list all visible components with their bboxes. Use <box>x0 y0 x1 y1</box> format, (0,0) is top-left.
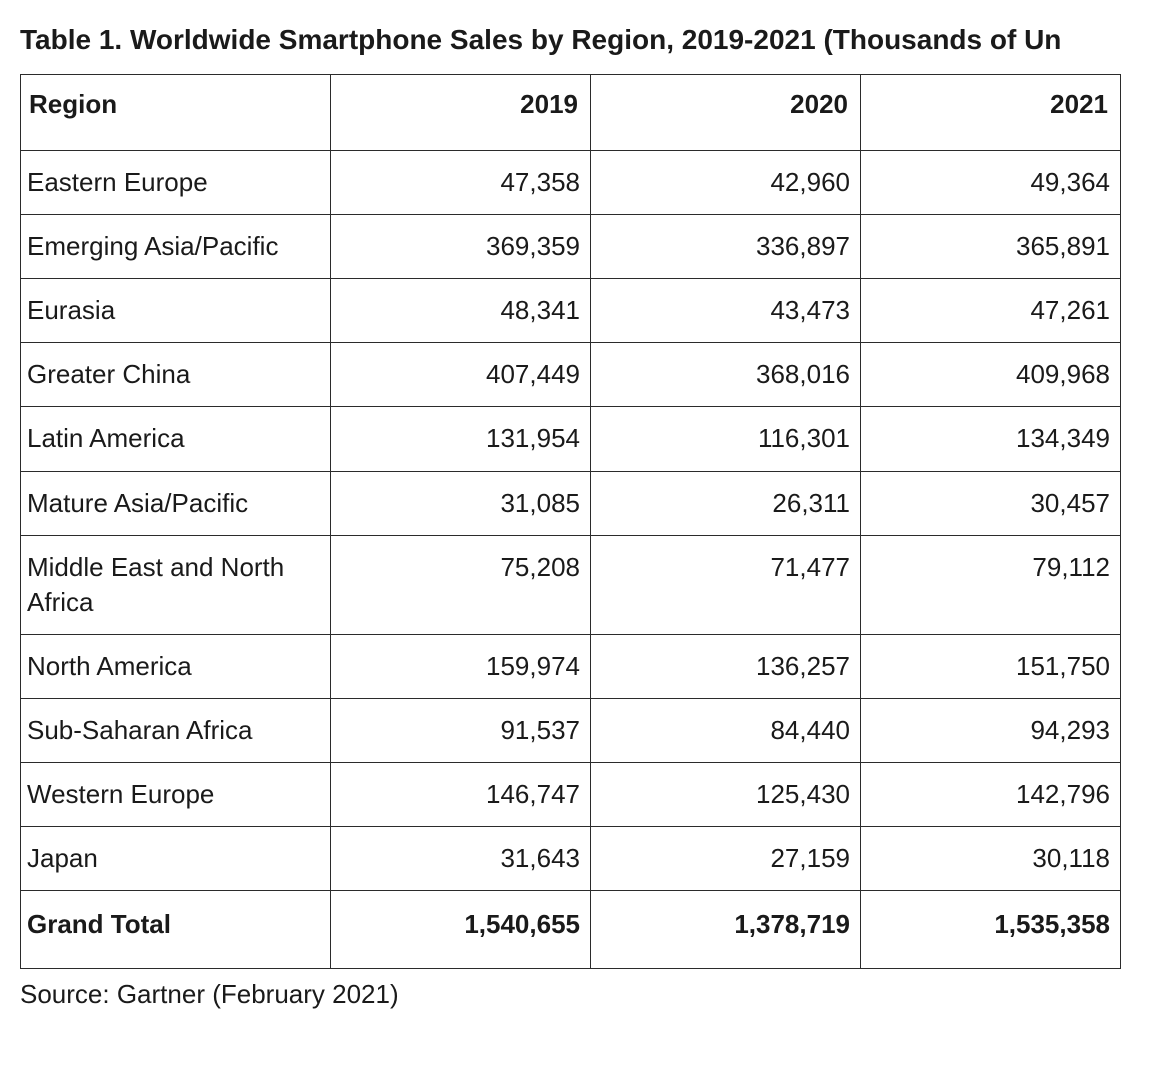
cell-value: 31,085 <box>331 471 591 535</box>
table-row: Sub-Saharan Africa 91,537 84,440 94,293 <box>21 698 1121 762</box>
cell-value: 368,016 <box>591 343 861 407</box>
cell-value: 131,954 <box>331 407 591 471</box>
cell-value: 49,364 <box>861 151 1121 215</box>
table-row: Japan 31,643 27,159 30,118 <box>21 827 1121 891</box>
cell-region: Greater China <box>21 343 331 407</box>
cell-value: 91,537 <box>331 698 591 762</box>
cell-grand-total-value: 1,535,358 <box>861 891 1121 969</box>
cell-region: Middle East and North Africa <box>21 535 331 634</box>
cell-value: 30,118 <box>861 827 1121 891</box>
cell-region: Eurasia <box>21 279 331 343</box>
table-row: Emerging Asia/Pacific 369,359 336,897 36… <box>21 215 1121 279</box>
cell-grand-total-label: Grand Total <box>21 891 331 969</box>
cell-value: 365,891 <box>861 215 1121 279</box>
cell-region: Western Europe <box>21 763 331 827</box>
cell-value: 146,747 <box>331 763 591 827</box>
cell-grand-total-value: 1,540,655 <box>331 891 591 969</box>
col-header-region: Region <box>21 75 331 151</box>
cell-value: 116,301 <box>591 407 861 471</box>
cell-region: Japan <box>21 827 331 891</box>
table-total-row: Grand Total 1,540,655 1,378,719 1,535,35… <box>21 891 1121 969</box>
table-row: North America 159,974 136,257 151,750 <box>21 634 1121 698</box>
table-row: Greater China 407,449 368,016 409,968 <box>21 343 1121 407</box>
cell-value: 136,257 <box>591 634 861 698</box>
cell-grand-total-value: 1,378,719 <box>591 891 861 969</box>
cell-value: 409,968 <box>861 343 1121 407</box>
cell-value: 369,359 <box>331 215 591 279</box>
cell-region: Emerging Asia/Pacific <box>21 215 331 279</box>
cell-value: 75,208 <box>331 535 591 634</box>
cell-value: 125,430 <box>591 763 861 827</box>
table-header-row: Region 2019 2020 2021 <box>21 75 1121 151</box>
col-header-2021: 2021 <box>861 75 1121 151</box>
cell-value: 30,457 <box>861 471 1121 535</box>
table-title: Table 1. Worldwide Smartphone Sales by R… <box>20 24 1167 56</box>
table-row: Mature Asia/Pacific 31,085 26,311 30,457 <box>21 471 1121 535</box>
table-row: Western Europe 146,747 125,430 142,796 <box>21 763 1121 827</box>
table-row: Eurasia 48,341 43,473 47,261 <box>21 279 1121 343</box>
cell-value: 151,750 <box>861 634 1121 698</box>
col-header-2020: 2020 <box>591 75 861 151</box>
col-header-2019: 2019 <box>331 75 591 151</box>
cell-value: 47,261 <box>861 279 1121 343</box>
cell-value: 336,897 <box>591 215 861 279</box>
table-row: Latin America 131,954 116,301 134,349 <box>21 407 1121 471</box>
cell-value: 79,112 <box>861 535 1121 634</box>
cell-value: 142,796 <box>861 763 1121 827</box>
cell-value: 31,643 <box>331 827 591 891</box>
cell-value: 84,440 <box>591 698 861 762</box>
cell-value: 94,293 <box>861 698 1121 762</box>
smartphone-sales-table: Region 2019 2020 2021 Eastern Europe 47,… <box>20 74 1121 969</box>
table-row: Eastern Europe 47,358 42,960 49,364 <box>21 151 1121 215</box>
cell-value: 134,349 <box>861 407 1121 471</box>
cell-value: 27,159 <box>591 827 861 891</box>
cell-value: 47,358 <box>331 151 591 215</box>
cell-value: 48,341 <box>331 279 591 343</box>
cell-value: 26,311 <box>591 471 861 535</box>
cell-region: Latin America <box>21 407 331 471</box>
cell-region: North America <box>21 634 331 698</box>
cell-value: 42,960 <box>591 151 861 215</box>
cell-value: 43,473 <box>591 279 861 343</box>
cell-value: 71,477 <box>591 535 861 634</box>
cell-value: 159,974 <box>331 634 591 698</box>
table-source: Source: Gartner (February 2021) <box>20 979 1167 1010</box>
cell-region: Sub-Saharan Africa <box>21 698 331 762</box>
table-row: Middle East and North Africa 75,208 71,4… <box>21 535 1121 634</box>
cell-region: Eastern Europe <box>21 151 331 215</box>
cell-region: Mature Asia/Pacific <box>21 471 331 535</box>
cell-value: 407,449 <box>331 343 591 407</box>
